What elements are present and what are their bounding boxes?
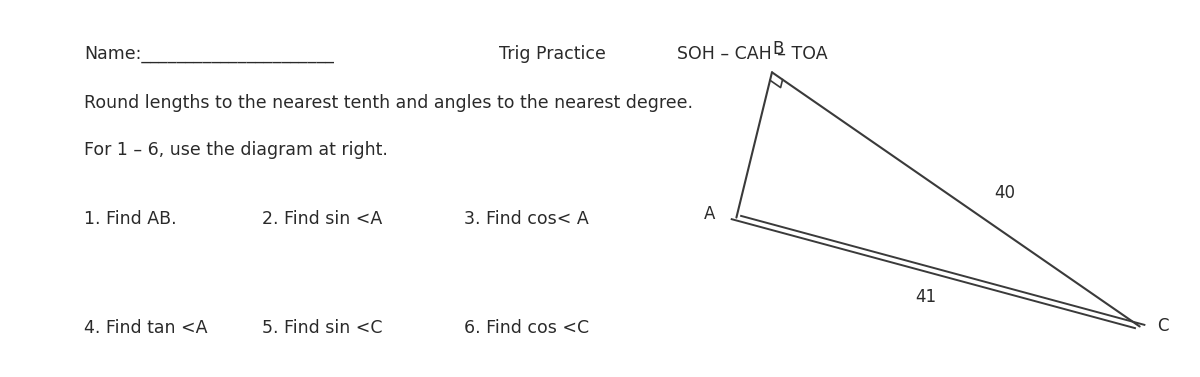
Text: Round lengths to the nearest tenth and angles to the nearest degree.: Round lengths to the nearest tenth and a…	[84, 94, 694, 112]
Text: 1. Find AB.: 1. Find AB.	[84, 210, 176, 228]
Text: Trig Practice: Trig Practice	[499, 45, 606, 63]
Text: B: B	[773, 40, 784, 58]
Text: 3. Find cos< A: 3. Find cos< A	[463, 210, 588, 228]
Text: 41: 41	[916, 288, 937, 307]
Text: C: C	[1158, 317, 1169, 336]
Text: 5. Find sin <C: 5. Find sin <C	[262, 319, 383, 337]
Text: 6. Find cos <C: 6. Find cos <C	[463, 319, 589, 337]
Text: 40: 40	[994, 184, 1015, 202]
Text: For 1 – 6, use the diagram at right.: For 1 – 6, use the diagram at right.	[84, 141, 388, 159]
Text: A: A	[703, 205, 715, 223]
Text: 2. Find sin <A: 2. Find sin <A	[262, 210, 383, 228]
Text: SOH – CAH – TOA: SOH – CAH – TOA	[677, 45, 828, 63]
Text: 4. Find tan <A: 4. Find tan <A	[84, 319, 208, 337]
Text: Name:______________________: Name:______________________	[84, 45, 334, 63]
